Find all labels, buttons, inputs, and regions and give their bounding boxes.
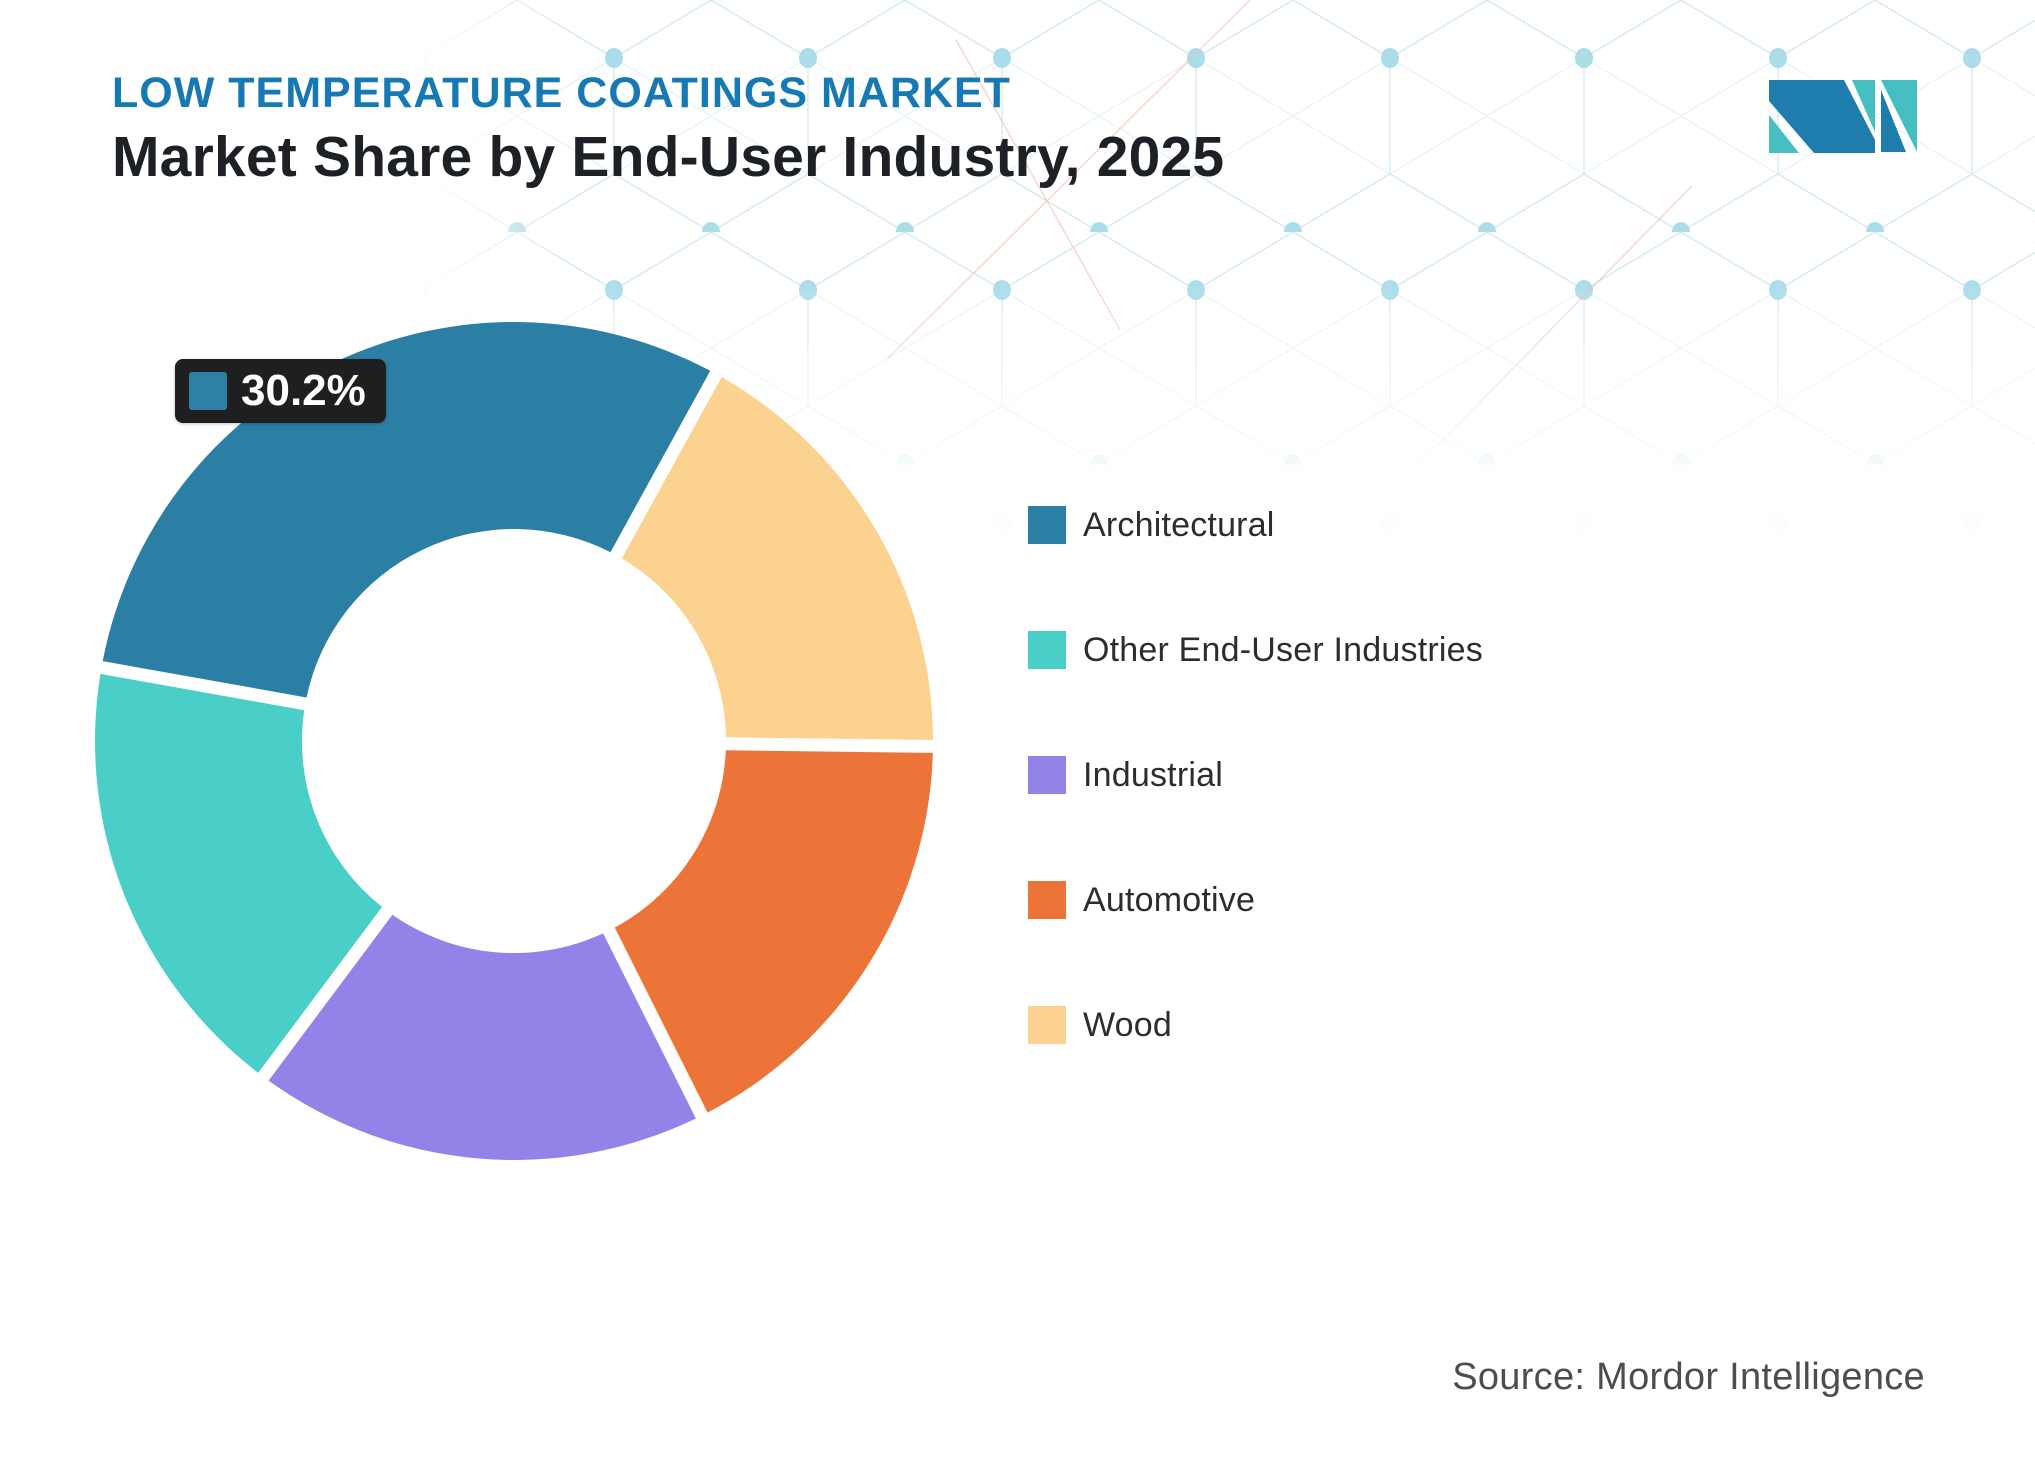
header: LOW TEMPERATURE COATINGS MARKET Market S…: [112, 72, 1224, 186]
callout-value: 30.2%: [241, 366, 366, 415]
donut-slice-other-end-user-industries[interactable]: [94, 673, 383, 1073]
legend-item-other-end-user-industries[interactable]: Other End-User Industries: [1028, 630, 1483, 670]
legend-swatch-icon: [1028, 881, 1066, 919]
legend-item-automotive[interactable]: Automotive: [1028, 880, 1483, 920]
legend-item-architectural[interactable]: Architectural: [1028, 505, 1483, 545]
legend-label: Other End-User Industries: [1083, 631, 1483, 669]
legend-swatch-icon: [1028, 631, 1066, 669]
legend-label: Industrial: [1083, 756, 1223, 794]
legend-label: Automotive: [1083, 881, 1256, 919]
legend-label: Wood: [1083, 1006, 1173, 1044]
chart-legend: Architectural Other End-User Industries …: [1028, 505, 1483, 1130]
legend-item-industrial[interactable]: Industrial: [1028, 755, 1483, 795]
donut-chart: [94, 321, 934, 1161]
mordor-intelligence-logo: [1769, 80, 1917, 153]
legend-label: Architectural: [1083, 506, 1275, 544]
legend-item-wood[interactable]: Wood: [1028, 1005, 1483, 1045]
legend-swatch-icon: [1028, 1006, 1066, 1044]
source-attribution: Source: Mordor Intelligence: [1452, 1356, 1925, 1398]
legend-swatch-icon: [1028, 756, 1066, 794]
callout-swatch-icon: [189, 372, 227, 410]
donut-slice-industrial[interactable]: [268, 914, 696, 1161]
legend-swatch-icon: [1028, 506, 1066, 544]
page-title: Market Share by End-User Industry, 2025: [112, 125, 1225, 189]
donut-slice-automotive[interactable]: [614, 750, 933, 1113]
report-name: LOW TEMPERATURE COATINGS MARKET: [112, 69, 1011, 117]
value-callout: 30.2%: [175, 359, 386, 423]
